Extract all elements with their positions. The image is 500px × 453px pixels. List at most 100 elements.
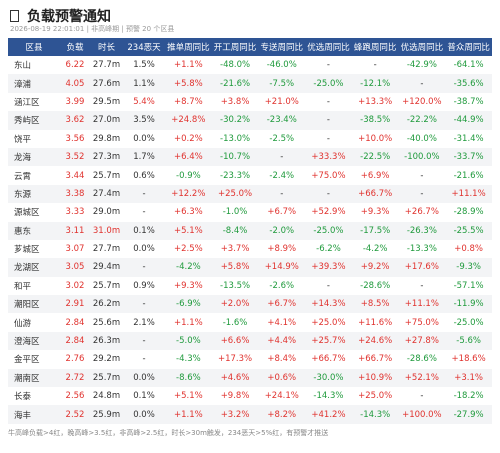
table-cell: +75.0% <box>404 317 439 328</box>
table-cell: 25.7m <box>92 280 121 291</box>
column-header: 普众周同比 <box>445 38 492 56</box>
table-cell: +10.9% <box>351 368 399 388</box>
footer: 牛高峰负载>4红，晚高峰>3.5红，非高峰>2.5红，时长>30m触发，234恶… <box>8 429 329 437</box>
table-cell: - <box>258 147 306 167</box>
table-cell: -22.5% <box>351 147 399 167</box>
table-cell: -14.3% <box>313 391 344 402</box>
table-row: 龙湖区 3.05 29.4m - -4.2% +5.8% +14.9% +39.3% +9.2%… <box>8 258 492 277</box>
table-cell: 3.44 <box>65 170 85 181</box>
table-cell: - <box>398 74 446 93</box>
district-cell: 云霄 <box>14 171 32 182</box>
table-cell: -31.4% <box>453 133 484 144</box>
table-cell: 0.9% <box>133 280 155 291</box>
table-cell: +25.0% <box>311 317 346 328</box>
table-cell: +6.4% <box>165 147 212 167</box>
table-cell: 25.9m <box>90 405 123 424</box>
table-cell: +1.1% <box>173 317 203 328</box>
column-header: 蜂跑周同比 <box>351 38 399 56</box>
table-cell: -2.6% <box>269 280 295 291</box>
table-cell: 25.7m <box>90 368 123 388</box>
column-header: 专送周同比 <box>258 38 306 56</box>
table-cell: +8.4% <box>267 354 297 365</box>
table-cell: 0.6% <box>133 170 155 181</box>
table-cell: +14.9% <box>258 258 306 277</box>
table-cell: 3.07 <box>65 244 85 255</box>
table-cell: +3.8% <box>220 96 250 107</box>
table-cell: -1.6% <box>222 317 248 328</box>
district-cell: 芗城区 <box>14 245 40 256</box>
table-cell: +11.6% <box>358 317 393 328</box>
table-row: 涵江区 3.99 29.5m 5.4% +8.7% +3.8% +21.0% - +13.3% +… <box>8 93 492 111</box>
table-cell: +66.7% <box>311 354 346 365</box>
table-cell: 27.0m <box>90 111 123 130</box>
table-cell: +11.1% <box>445 184 492 204</box>
table-cell: 26.2m <box>90 295 123 314</box>
table-cell: +25.7% <box>305 331 352 351</box>
table-cell: 25.7m <box>92 170 121 181</box>
table-cell: +52.1% <box>398 368 446 388</box>
table-cell: +5.1% <box>173 391 203 402</box>
table-cell: +9.2% <box>351 258 399 277</box>
district-cell: 澄海区 <box>8 331 60 351</box>
table-cell: - <box>326 133 330 144</box>
table-cell: +10.0% <box>358 133 393 144</box>
district-cell: 东源 <box>8 184 60 204</box>
table-cell: -2.0% <box>258 221 306 240</box>
table-cell: +3.2% <box>211 405 259 424</box>
table-row: 和平 3.02 25.7m 0.9% +9.3% -13.5% -2.6% - -28.6% - -… <box>8 277 492 295</box>
table-cell: -21.6% <box>453 170 484 181</box>
header-row: 区县 负载 时长 234恶天 推单周同比 开工周同比 专送周同比 优选周同比 蜂跑周同比 优选周同… <box>8 38 492 56</box>
district-cell: 秀屿区 <box>8 111 60 130</box>
table-cell: -18.2% <box>453 391 484 402</box>
table-cell: +11.1% <box>398 295 446 314</box>
table-cell: +52.9% <box>311 207 346 218</box>
table-cell: -30.2% <box>211 111 259 130</box>
table-cell: 3.33 <box>65 207 85 218</box>
table-cell: 3.52 <box>60 147 90 167</box>
table-cell: +0.6% <box>258 368 306 388</box>
table-cell: -17.5% <box>351 221 399 240</box>
title-row: 负载预警通知 <box>10 6 111 26</box>
table-cell: 2.56 <box>65 391 85 402</box>
table-cell: 1.7% <box>123 147 165 167</box>
table-row: 仙游 2.84 25.6m 2.1% +1.1% -1.6% +4.1% +25.0% +11.… <box>8 313 492 331</box>
table-cell: -48.0% <box>220 60 251 71</box>
district-cell: 源城区 <box>14 208 40 219</box>
table-cell: 2.91 <box>60 295 90 314</box>
district-cell: 潮南区 <box>8 368 60 388</box>
table-cell: +12.2% <box>165 184 212 204</box>
district-cell: 和平 <box>14 281 32 292</box>
table-cell: -6.2% <box>316 244 341 255</box>
table-cell: -35.6% <box>445 74 492 93</box>
table-row: 东山 6.22 27.7m 1.5% +1.1% -48.0% -46.0% - - -42.9%… <box>8 56 492 74</box>
table-cell: - <box>420 170 424 181</box>
table-cell: 27.4m <box>90 184 123 204</box>
table-cell: +8.5% <box>351 295 399 314</box>
table-cell: +4.1% <box>267 317 297 328</box>
table-cell: 4.05 <box>60 74 90 93</box>
table-cell: +6.9% <box>360 170 390 181</box>
subtitle: 2026-08-19 22:01:01 | 非高峰期 | 预警 20 个区县 <box>10 25 175 33</box>
table-cell: +1.1% <box>165 405 212 424</box>
table-cell: -25.5% <box>445 221 492 240</box>
table-cell: -42.9% <box>406 60 437 71</box>
table-cell: -28.9% <box>453 207 484 218</box>
table-cell: 25.6m <box>92 317 121 328</box>
table-cell: 3.56 <box>65 133 85 144</box>
table-cell: +6.7% <box>267 207 297 218</box>
table-cell: -28.6% <box>360 280 391 291</box>
table-cell: 0.1% <box>123 221 165 240</box>
table-body: 东山 6.22 27.7m 1.5% +1.1% -48.0% -46.0% - - -42.9%… <box>8 56 492 424</box>
table: 区县 负载 时长 234恶天 推单周同比 开工周同比 专送周同比 优选周同比 蜂跑周同比 优选周同… <box>8 38 492 424</box>
table-cell: 27.7m <box>92 60 121 71</box>
table-cell: 26.3m <box>90 331 123 351</box>
table-row: 潮南区 2.72 25.7m 0.0% -8.6% +4.6% +0.6% -30.0% +10… <box>8 368 492 388</box>
table-cell: -28.6% <box>406 354 437 365</box>
table-row: 芗城区 3.07 27.7m 0.0% +2.5% +3.7% +8.9% -6.2% -4.2… <box>8 240 492 258</box>
table-cell: +8.9% <box>267 244 297 255</box>
table-cell: +0.2% <box>173 133 203 144</box>
table-cell: +2.0% <box>211 295 259 314</box>
table-cell: - <box>326 280 330 291</box>
table-row: 金平区 2.76 29.2m - -4.3% +17.3% +8.4% +66.7% +66.7… <box>8 350 492 368</box>
